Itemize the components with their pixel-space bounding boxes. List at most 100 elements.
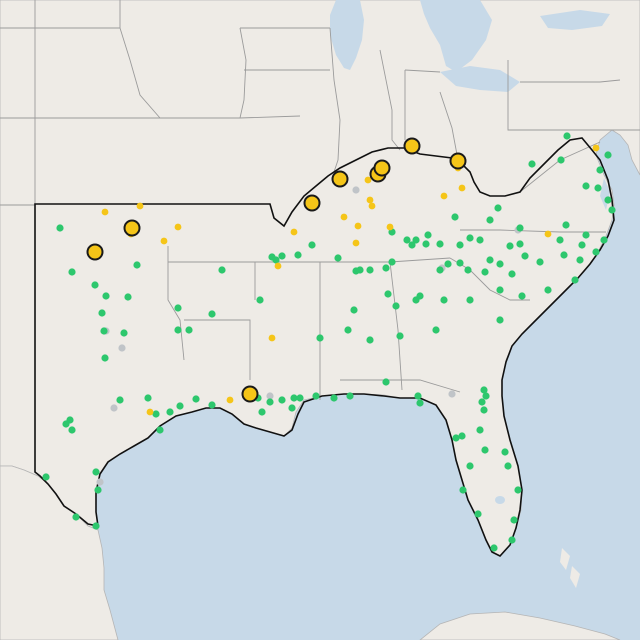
green-marker[interactable] <box>416 292 424 300</box>
yellow-marker[interactable] <box>226 396 234 404</box>
green-marker[interactable] <box>102 292 110 300</box>
yellow-marker[interactable] <box>340 213 348 221</box>
green-marker[interactable] <box>174 304 182 312</box>
yellow-marker[interactable] <box>290 228 298 236</box>
green-marker[interactable] <box>556 236 564 244</box>
yellow-large-marker[interactable] <box>303 194 321 212</box>
green-marker[interactable] <box>156 426 164 434</box>
green-marker[interactable] <box>486 256 494 264</box>
green-marker[interactable] <box>508 536 516 544</box>
green-marker[interactable] <box>496 260 504 268</box>
gray-marker[interactable] <box>352 186 360 194</box>
green-marker[interactable] <box>582 231 590 239</box>
green-marker[interactable] <box>436 240 444 248</box>
green-marker[interactable] <box>592 248 600 256</box>
yellow-marker[interactable] <box>354 222 362 230</box>
green-marker[interactable] <box>504 462 512 470</box>
green-marker[interactable] <box>152 410 160 418</box>
green-marker[interactable] <box>382 378 390 386</box>
green-marker[interactable] <box>414 392 422 400</box>
green-marker[interactable] <box>494 204 502 212</box>
green-marker[interactable] <box>288 404 296 412</box>
green-marker[interactable] <box>436 266 444 274</box>
green-marker[interactable] <box>506 242 514 250</box>
green-marker[interactable] <box>366 266 374 274</box>
green-marker[interactable] <box>536 258 544 266</box>
green-marker[interactable] <box>451 213 459 221</box>
green-marker[interactable] <box>258 408 266 416</box>
green-marker[interactable] <box>124 293 132 301</box>
green-marker[interactable] <box>218 266 226 274</box>
green-marker[interactable] <box>544 286 552 294</box>
gray-marker[interactable] <box>110 404 118 412</box>
yellow-marker[interactable] <box>440 192 448 200</box>
green-marker[interactable] <box>459 486 467 494</box>
green-marker[interactable] <box>166 408 174 416</box>
green-marker[interactable] <box>604 151 612 159</box>
green-marker[interactable] <box>388 258 396 266</box>
green-marker[interactable] <box>514 486 522 494</box>
green-marker[interactable] <box>518 292 526 300</box>
yellow-marker[interactable] <box>352 239 360 247</box>
green-marker[interactable] <box>576 256 584 264</box>
green-marker[interactable] <box>476 426 484 434</box>
green-marker[interactable] <box>68 268 76 276</box>
green-marker[interactable] <box>444 260 452 268</box>
green-marker[interactable] <box>42 473 50 481</box>
green-marker[interactable] <box>92 522 100 530</box>
yellow-large-marker[interactable] <box>331 170 349 188</box>
green-marker[interactable] <box>208 401 216 409</box>
green-marker[interactable] <box>478 398 486 406</box>
green-marker[interactable] <box>563 132 571 140</box>
yellow-marker[interactable] <box>368 202 376 210</box>
green-marker[interactable] <box>72 513 80 521</box>
green-marker[interactable] <box>476 236 484 244</box>
green-marker[interactable] <box>458 432 466 440</box>
green-marker[interactable] <box>608 206 616 214</box>
green-marker[interactable] <box>382 264 390 272</box>
green-marker[interactable] <box>208 310 216 318</box>
green-marker[interactable] <box>403 236 411 244</box>
green-marker[interactable] <box>174 326 182 334</box>
green-marker[interactable] <box>392 302 400 310</box>
green-marker[interactable] <box>408 241 416 249</box>
green-marker[interactable] <box>528 160 536 168</box>
green-marker[interactable] <box>474 510 482 518</box>
green-marker[interactable] <box>416 399 424 407</box>
green-marker[interactable] <box>456 259 464 267</box>
yellow-marker[interactable] <box>458 184 466 192</box>
green-marker[interactable] <box>490 544 498 552</box>
yellow-marker[interactable] <box>146 408 154 416</box>
gray-marker[interactable] <box>448 390 456 398</box>
green-marker[interactable] <box>466 462 474 470</box>
green-marker[interactable] <box>366 336 374 344</box>
green-marker[interactable] <box>456 241 464 249</box>
green-marker[interactable] <box>571 276 579 284</box>
green-marker[interactable] <box>432 326 440 334</box>
green-marker[interactable] <box>266 398 274 406</box>
yellow-marker[interactable] <box>101 208 109 216</box>
green-marker[interactable] <box>294 251 302 259</box>
green-marker[interactable] <box>144 394 152 402</box>
yellow-large-marker[interactable] <box>123 219 141 237</box>
green-marker[interactable] <box>346 392 354 400</box>
gray-marker[interactable] <box>96 478 104 486</box>
green-marker[interactable] <box>176 402 184 410</box>
green-marker[interactable] <box>582 182 590 190</box>
green-marker[interactable] <box>278 396 286 404</box>
green-marker[interactable] <box>133 261 141 269</box>
green-marker[interactable] <box>562 221 570 229</box>
green-marker[interactable] <box>316 334 324 342</box>
green-marker[interactable] <box>185 326 193 334</box>
yellow-marker[interactable] <box>544 230 552 238</box>
green-marker[interactable] <box>486 216 494 224</box>
green-marker[interactable] <box>452 434 460 442</box>
green-marker[interactable] <box>466 234 474 242</box>
green-marker[interactable] <box>424 231 432 239</box>
green-marker[interactable] <box>98 309 106 317</box>
green-marker[interactable] <box>56 224 64 232</box>
yellow-marker[interactable] <box>268 334 276 342</box>
yellow-marker[interactable] <box>160 237 168 245</box>
yellow-marker[interactable] <box>386 223 394 231</box>
